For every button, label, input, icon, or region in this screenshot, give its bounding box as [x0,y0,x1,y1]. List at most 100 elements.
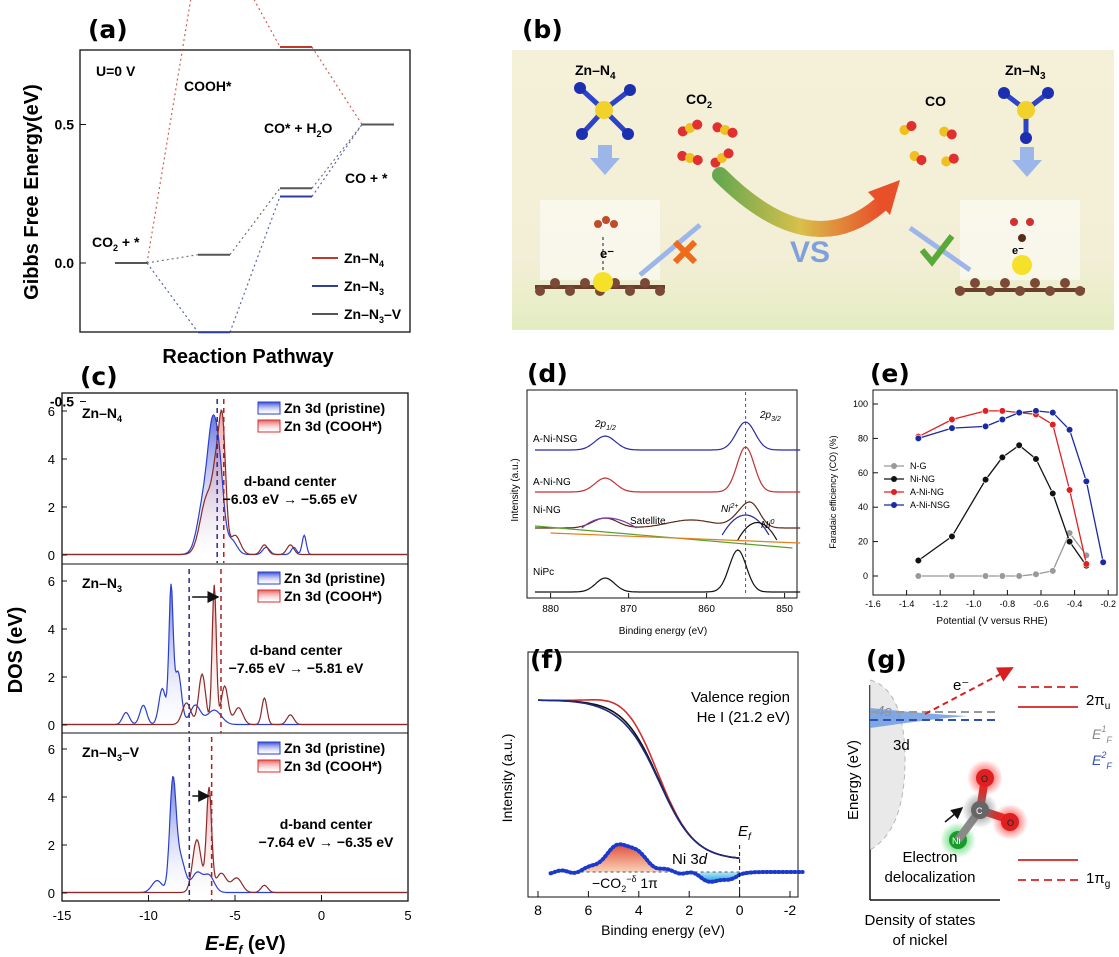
surface-atom [1030,278,1040,288]
c-y-axis-label: DOS (eV) [5,607,27,694]
g-y-axis-label: Energy (eV) [845,740,862,820]
f-ticks: 8 6 4 2 0 -2 [534,891,796,918]
fe-data-point [981,476,990,484]
fe-series-line [918,410,1104,563]
c-sub3-label: Zn–N3–V [82,744,140,763]
f-xtick-label: 6 [585,902,593,918]
state-co: CO + * [345,170,388,186]
c-sub2-label: Zn–N3 [82,575,122,594]
cooh-dos-line [62,584,408,726]
fe-data-point [1015,409,1023,417]
panel-c: (c) DOS (eV) E-Ef (eV) -15 -10 -5 0 5 0 2 4 6 0 2 4… [5,362,412,957]
right-surface: e⁻ [955,200,1085,296]
panel-label-f: (f) [530,645,564,674]
g-x-label-2: of nickel [892,932,947,949]
f-xtick-label: 0 [736,902,744,918]
e-legend-label: A-Ni-NSG [910,500,950,510]
d-xtick-label: 870 [620,604,637,615]
panel-e: (e) Faradaic efficiency (CO) (%) Potenti… [828,359,1118,627]
fe-data-point [998,572,1006,580]
surface-atom [1045,286,1055,296]
co2-molecules [677,119,738,168]
e-ticks: -1.6 -1.4 -1.2 -1.0 -0.8 -0.6 -0.4 -0.2 0 20 40 60 8… [853,399,1116,609]
panel-g: (g) Energy (eV) Density of states of nic… [845,645,1112,949]
fe-data-point [981,422,990,430]
f-plot [538,699,805,897]
svg-text:Zn 3d (pristine): Zn 3d (pristine) [284,400,385,416]
surface-atom [580,278,590,288]
zn-n3-molecule [998,87,1054,144]
co-molecules [899,121,959,167]
energy-connector [253,0,281,48]
e-legend: N-G Ni-NG A-Ni-NG A-Ni-NSG [884,461,950,510]
e-legend-marker [891,502,897,508]
f-ef-label: Ef [738,823,752,843]
g-electron-label: e⁻ [953,677,969,694]
c-ytick-label: 0 [48,886,55,901]
label-co: CO [925,93,946,109]
cooh-dos-line [62,786,408,894]
a-legend: Zn–N4 Zn–N3 Zn–N3–V [312,250,402,325]
e-ytick-label: 80 [858,433,868,443]
a-ytick-label: 0.5 [55,117,75,133]
g-electron-transfer-arrow [924,667,1014,715]
difference-spectrum [548,842,805,884]
e-ytick-label: 20 [858,537,868,547]
panel-d: (d) Intensity (a.u.) Binding energy (eV)… [510,359,801,637]
g-ef2-label: E2F [1092,750,1112,771]
vs-label: VS [790,236,830,269]
c-ytick-label: 6 [48,742,55,757]
surface-atom [1075,286,1085,296]
cooh-dos-fill [62,584,408,725]
fe-data-point [1049,567,1057,575]
f-xtick-label: -2 [784,902,797,918]
fe-data-point [1032,570,1040,578]
e-plot [914,407,1107,580]
d-y-axis-label: Intensity (a.u.) [510,458,521,521]
fe-data-point [1049,489,1057,498]
xps-trace [535,446,801,493]
c-dband-shift-1: −6.03 eV → −5.65 eV [223,491,358,507]
c-x-axis-label: E-Ef (eV) [205,933,286,957]
c-ytick-label: 4 [48,790,55,805]
state-cooh: COOH* [184,78,232,94]
c-ticks: -15 -10 -5 0 5 0 2 4 6 0 2 4 6 0 2 4 6 [48,404,412,923]
fe-data-point [1015,572,1023,580]
electron-left: e⁻ [600,246,614,261]
e-ytick-label: 60 [858,468,868,478]
fe-series-line [918,532,1087,577]
fe-data-point [1065,426,1074,434]
c-ytick-label: 6 [48,404,55,419]
d-plot [534,392,801,596]
g-3d-label: 3d [893,737,910,754]
pristine-dos-line [62,583,408,726]
f-xtick-label: 4 [635,902,643,918]
surface-atom [955,286,965,296]
fe-data-point [948,572,956,580]
svg-text:Zn 3d (pristine): Zn 3d (pristine) [284,740,385,756]
pristine-dos-line [62,414,408,556]
blocked-path-arrow [638,223,702,277]
d-ticks: 880 870 860 850 [542,593,793,615]
d-trace-label-nipc: NiPc [533,567,554,578]
label-zn-n3: Zn–N3 [1005,62,1046,82]
svg-text:Zn 3d (pristine): Zn 3d (pristine) [284,570,385,586]
fe-data-point [998,453,1006,461]
left-surface: e⁻ [535,200,665,296]
fe-data-point [948,532,956,541]
g-1pig-label: 1πg [1086,870,1110,890]
g-2piu-label: 2πu [1086,692,1110,712]
energy-connector [311,46,363,125]
fe-data-point [948,415,956,424]
g-atom-ni: Ni [952,836,961,846]
fe-data-point [1082,477,1090,486]
conversion-arc-head [868,180,900,215]
d-ni2-label: Ni2+ [721,503,738,515]
label-zn-n4: Zn–N4 [575,62,616,82]
xps-trace [535,501,801,529]
g-atom-o1: O [981,774,988,784]
fe-data-point [998,415,1006,424]
fe-data-point [1082,560,1090,568]
legend-zn-n3-v: Zn–N3–V [344,306,402,325]
a-y-axis-label: Gibbs Free Energy(eV) [21,84,43,300]
